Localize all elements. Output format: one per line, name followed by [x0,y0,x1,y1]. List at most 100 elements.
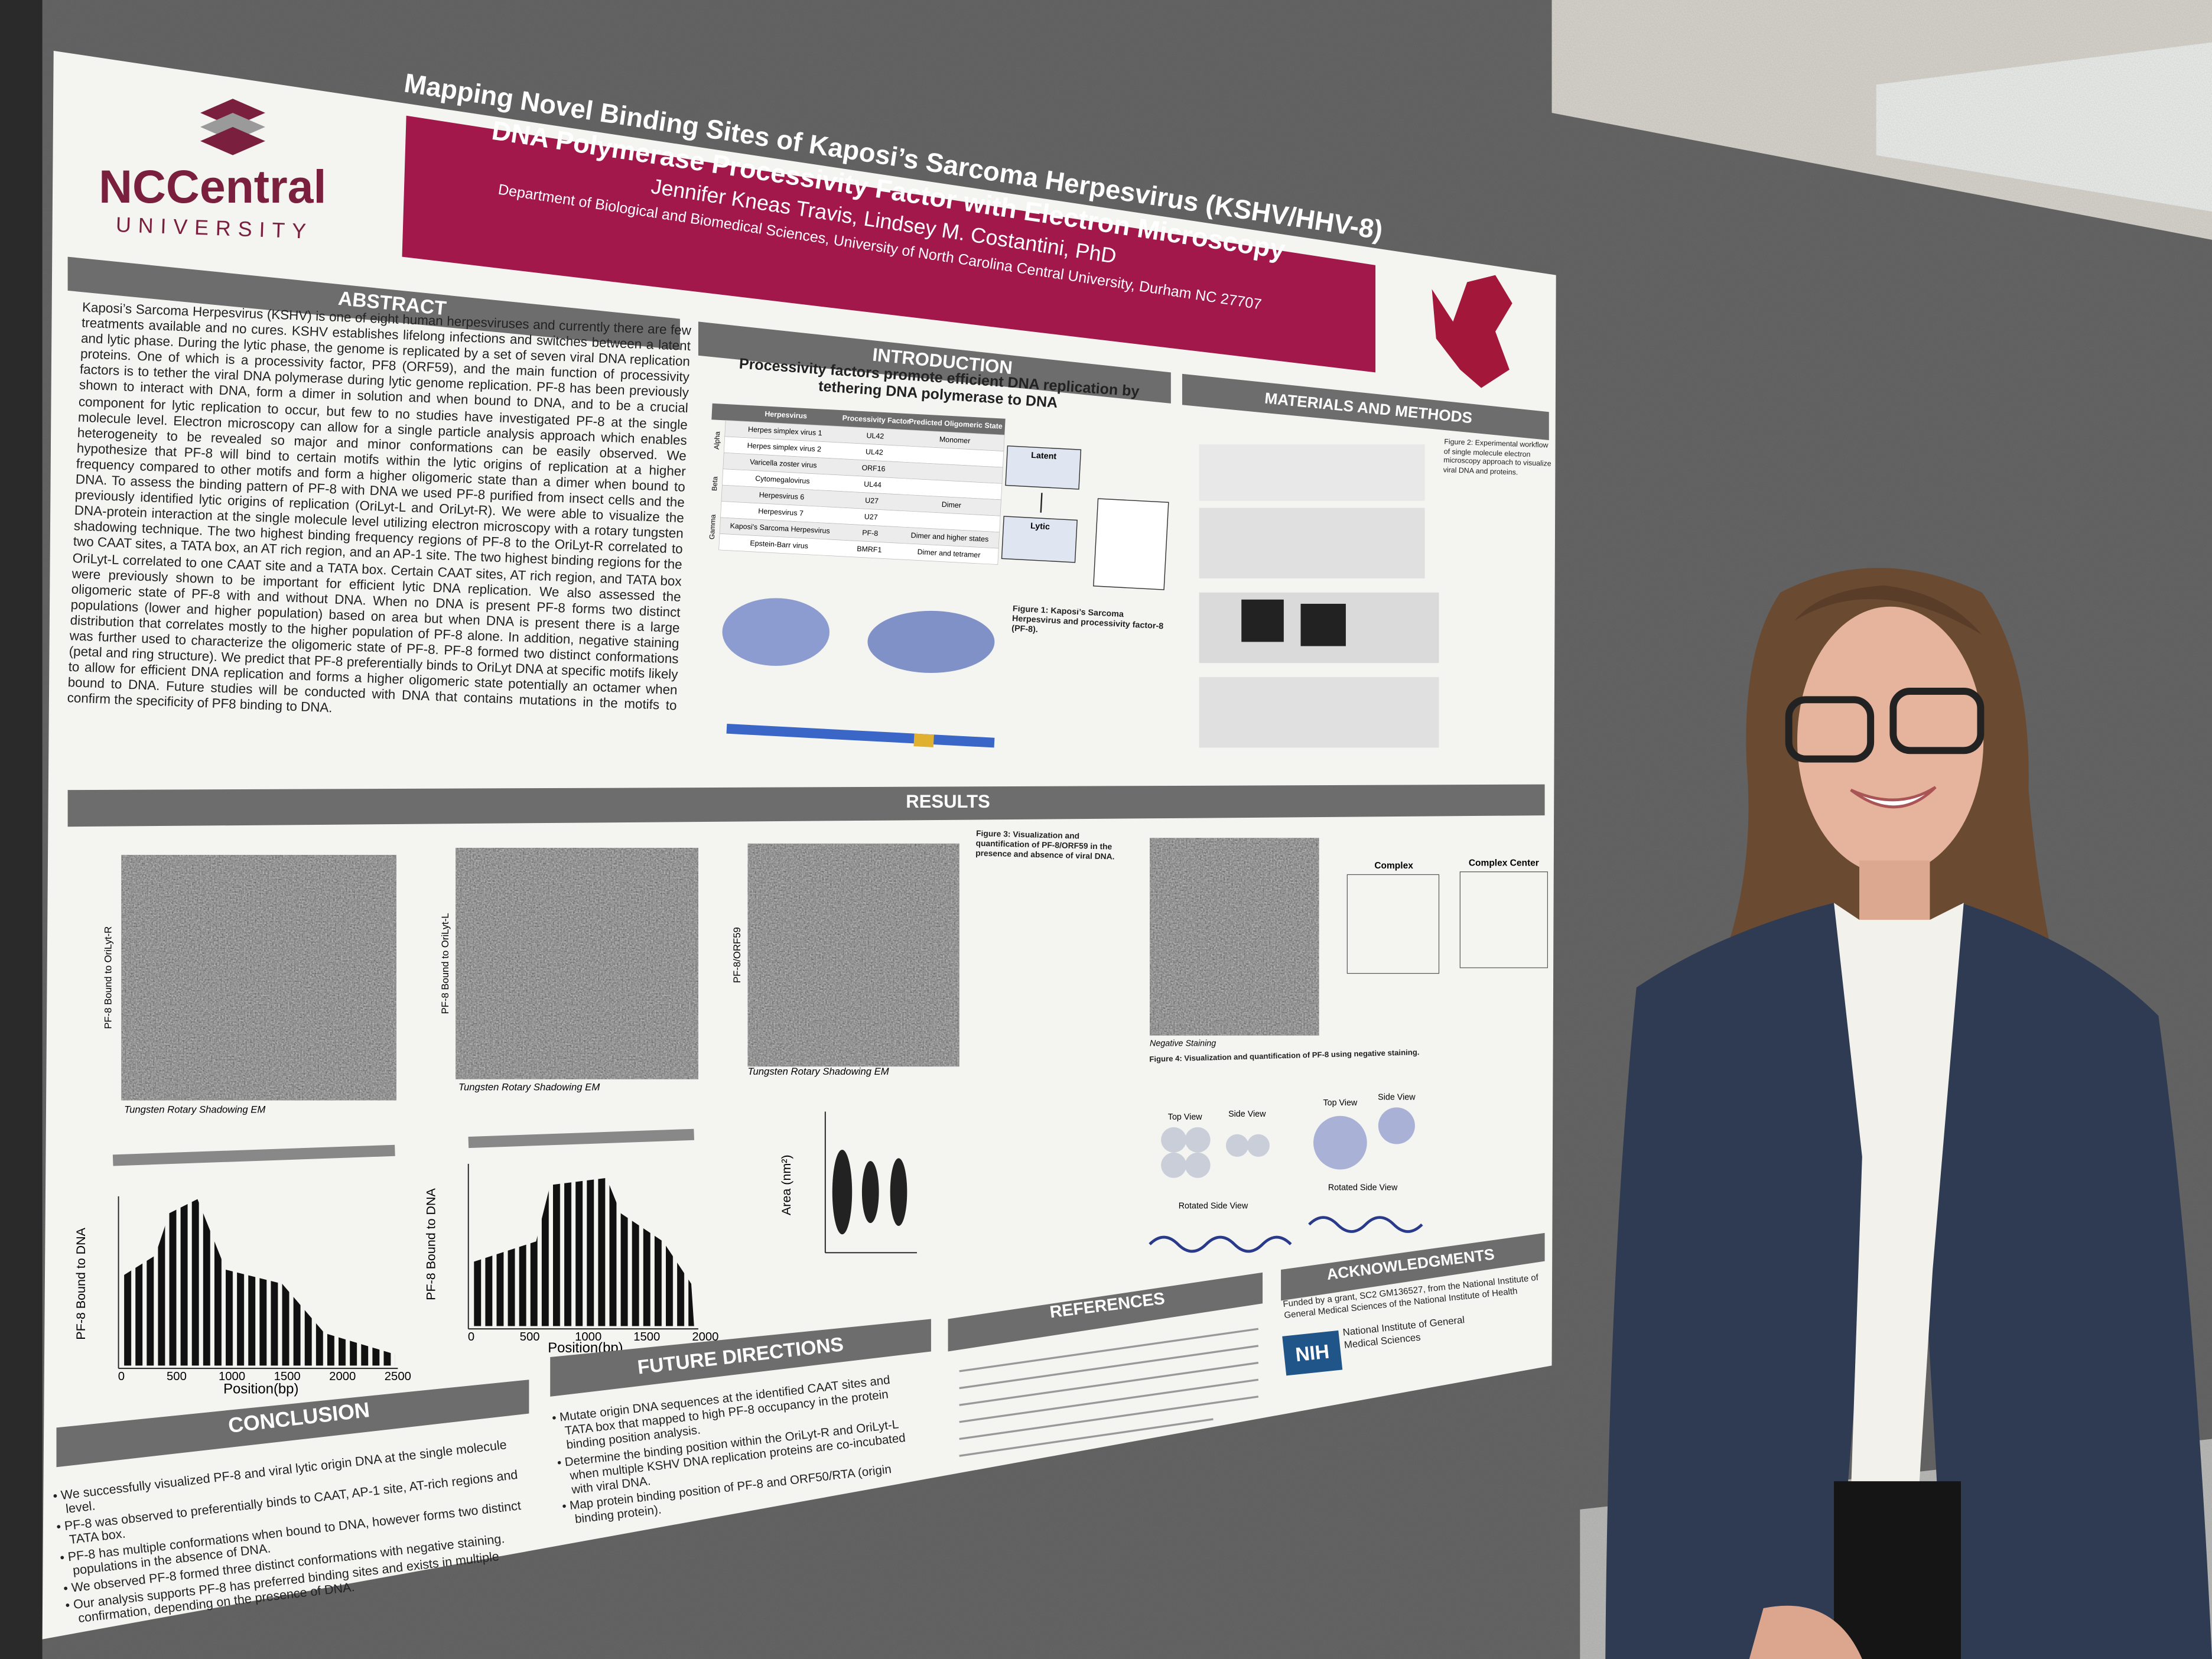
view-label: Rotated Side View [1179,1201,1248,1211]
x-tick-label: 1500 [274,1370,301,1383]
subunit [1247,1134,1270,1157]
glasses [1785,696,1875,763]
x-tick-label: 0 [468,1331,474,1344]
logo-text: NCCentral [99,161,326,213]
section-bar [1182,373,1549,440]
subunit [1161,1152,1187,1178]
text-line [959,1361,1259,1406]
axis-title: Area (nm²) [779,1154,793,1215]
panel-label: PF-8 Bound to OriLyt-R [102,926,113,1029]
micrograph [1300,603,1346,646]
table-cell: Monomer [939,435,971,445]
micrograph-texture [747,843,959,1067]
micrograph-texture [1150,838,1319,1036]
blazer [1605,903,1876,1659]
micrograph-texture [121,854,396,1101]
box [1001,516,1078,563]
plot-frame [1346,874,1440,974]
person [1605,568,2212,1659]
table-cell: Herpesvirus 6 [759,491,804,502]
label: Lytic [1030,521,1050,532]
table-group: Alpha [713,431,722,450]
table-cell: Dimer and tetramer [917,548,980,559]
histogram [121,1199,395,1366]
table-cell: UL42 [866,431,884,441]
neck [1859,860,1930,924]
protein-structures [722,598,995,748]
table-cell: BMRF1 [857,545,882,554]
scatter-cloud [890,1158,907,1226]
x-tick-label: 2000 [329,1370,356,1383]
face [1797,606,1984,875]
glasses [1889,688,1985,754]
nih-badge [1282,1330,1343,1376]
tick-labels: 0 500 1000 1500 2000 [468,1331,719,1344]
panel-label: PF-8/ORF59 [731,927,743,983]
abstract-box: Kaposi’s Sarcoma Herpesvirus (KSHV) is o… [67,299,691,715]
text-line [959,1328,1259,1372]
table-cell: Herpes simplex virus 2 [747,441,821,454]
pants [1834,1481,1961,1659]
dna [1308,1216,1423,1233]
nih-text: NIH [1294,1341,1331,1366]
board-edge [0,0,43,1659]
x-tick-label: 2000 [692,1331,718,1344]
x-tick-label: 500 [520,1331,540,1344]
section-bar [56,1380,529,1468]
axis-title: PF-8 Bound to DNA [424,1188,438,1300]
text-line [959,1378,1259,1423]
domain [913,733,934,747]
x-tick-label: 0 [118,1370,125,1383]
x-tick-label: 1000 [575,1331,601,1344]
structure [722,598,830,666]
table-cell: U27 [865,496,879,505]
panel-title: Complex Center [1469,858,1539,868]
title-banner [402,115,1376,373]
panel-label: PF-8 Bound to OriLyt-L [440,913,451,1014]
subunit [1161,1127,1187,1153]
scatter-cloud [832,1150,853,1235]
table-cell: Dimer and higher states [910,531,988,544]
table-group: Gamma [708,514,717,539]
table-cell: Epstein-Barr virus [750,539,808,550]
view-label: Side View [1378,1092,1416,1102]
panel-caption: Negative Staining [1150,1039,1216,1049]
table-cell: Herpes simplex virus 1 [748,425,822,438]
table-cell: UL44 [864,480,881,489]
reference-lines [959,1328,1259,1457]
nih-logo: NIH National Institute of General Medica… [1282,1316,1465,1376]
fig1-caption-box: Figure 1: Kaposi’s Sarcoma Herpesvirus a… [1011,606,1164,635]
subunit [1378,1107,1415,1144]
fig3-caption-box: Figure 3: Visualization and quantificati… [975,830,1115,863]
icon-row [1199,444,1425,501]
scatter-cloud [861,1161,879,1224]
x-tick-label: 1500 [633,1331,660,1344]
subunit [1185,1152,1211,1178]
text-line [959,1418,1214,1457]
section-heading: RESULTS [906,791,990,812]
text-line [959,1395,1259,1440]
label: Latent [1031,451,1057,461]
table-header: Processivity Factor [842,414,910,425]
structure [867,610,995,673]
section-bar [698,321,1171,404]
box [1093,498,1169,590]
section-bar [67,784,1545,827]
micrograph [1241,599,1284,642]
table-row-bg [718,534,999,565]
sequence-map [112,1144,395,1166]
micrograph-texture [456,848,698,1079]
table-cell: Cytomegalovirus [755,474,810,486]
sequence-map [468,1128,694,1149]
view-label: Side View [1228,1110,1266,1119]
blazer [1918,903,2212,1659]
view-label: Rotated Side View [1328,1183,1398,1192]
subunit [1225,1134,1249,1157]
fig3-caption: Figure 3: Visualization and quantificati… [975,830,1115,863]
table-cell: Dimer [941,500,961,510]
panel-title: Complex [1374,861,1413,871]
intro-table: Herpesvirus Processivity FactorPredicted … [708,403,1006,565]
plot-frame [1459,871,1548,968]
